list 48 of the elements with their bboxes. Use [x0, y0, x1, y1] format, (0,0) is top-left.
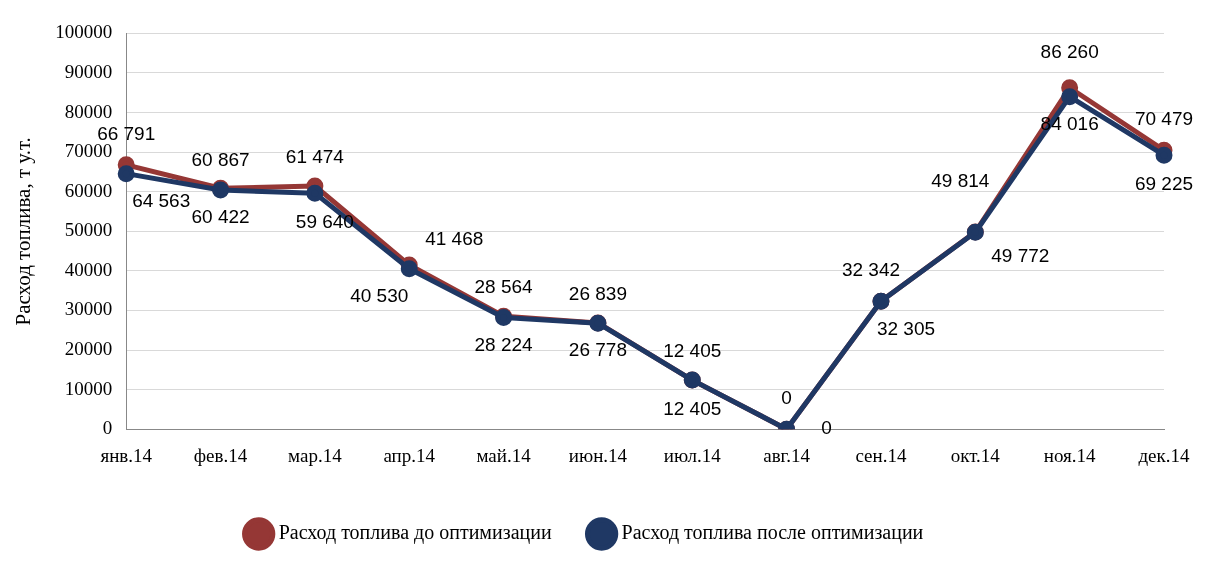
y-tick-label: 80000 [64, 100, 113, 122]
data-label: 26 778 [568, 339, 627, 361]
data-label: 0 [821, 417, 832, 439]
y-tick-label: 20000 [64, 338, 113, 360]
data-label: 84 016 [1040, 112, 1099, 134]
y-axis-title: Расход топлива, т у.т. [11, 137, 36, 326]
x-tick-label: июл.14 [663, 444, 722, 466]
x-tick-label: янв.14 [100, 444, 153, 466]
x-tick-label: июн.14 [568, 444, 628, 466]
data-label: 61 474 [285, 146, 345, 168]
y-tick-label: 60000 [64, 179, 113, 201]
data-label: 32 342 [841, 259, 901, 281]
data-label: 40 530 [350, 285, 409, 307]
data-label: 28 224 [474, 333, 534, 355]
x-tick-label: фев.14 [193, 444, 248, 466]
x-tick-label: авг.14 [763, 444, 811, 466]
data-label: 41 468 [425, 228, 484, 250]
y-tick-label: 40000 [64, 258, 113, 280]
y-tick-label: 50000 [64, 219, 113, 241]
data-label: 69 225 [1134, 173, 1194, 195]
y-tick-label: 100000 [55, 21, 113, 43]
data-label: 28 564 [474, 276, 534, 298]
y-tick-label: 90000 [64, 60, 113, 82]
x-tick-label: мар.14 [288, 444, 343, 466]
data-label: 60 422 [191, 206, 250, 228]
data-label: 70 479 [1134, 108, 1194, 130]
x-tick-label: ноя.14 [1043, 444, 1097, 466]
data-label: 49 814 [931, 170, 990, 192]
x-tick-label: май.14 [476, 444, 532, 466]
x-tick-label: сен.14 [855, 444, 907, 466]
x-tick-label: окт.14 [950, 444, 1001, 466]
data-label: 49 772 [991, 245, 1050, 267]
data-label: 59 640 [295, 211, 354, 233]
data-label: 64 563 [132, 189, 191, 211]
x-tick-label: апр.14 [383, 444, 436, 466]
y-tick-label: 30000 [64, 298, 113, 320]
data-label: 12 405 [663, 398, 722, 420]
legend-label: Расход топлива до оптимизации [278, 521, 552, 545]
data-label: 26 839 [568, 283, 627, 305]
data-label: 0 [781, 387, 792, 409]
data-label: 12 405 [663, 340, 722, 362]
data-label: 86 260 [1040, 41, 1099, 63]
data-label: 32 305 [876, 317, 936, 339]
legend-label: Расход топлива после оптимизации [621, 521, 924, 545]
data-label: 60 867 [191, 148, 250, 170]
y-tick-label: 0 [102, 417, 113, 439]
y-tick-label: 10000 [64, 377, 113, 399]
x-tick-label: дек.14 [1138, 444, 1191, 466]
